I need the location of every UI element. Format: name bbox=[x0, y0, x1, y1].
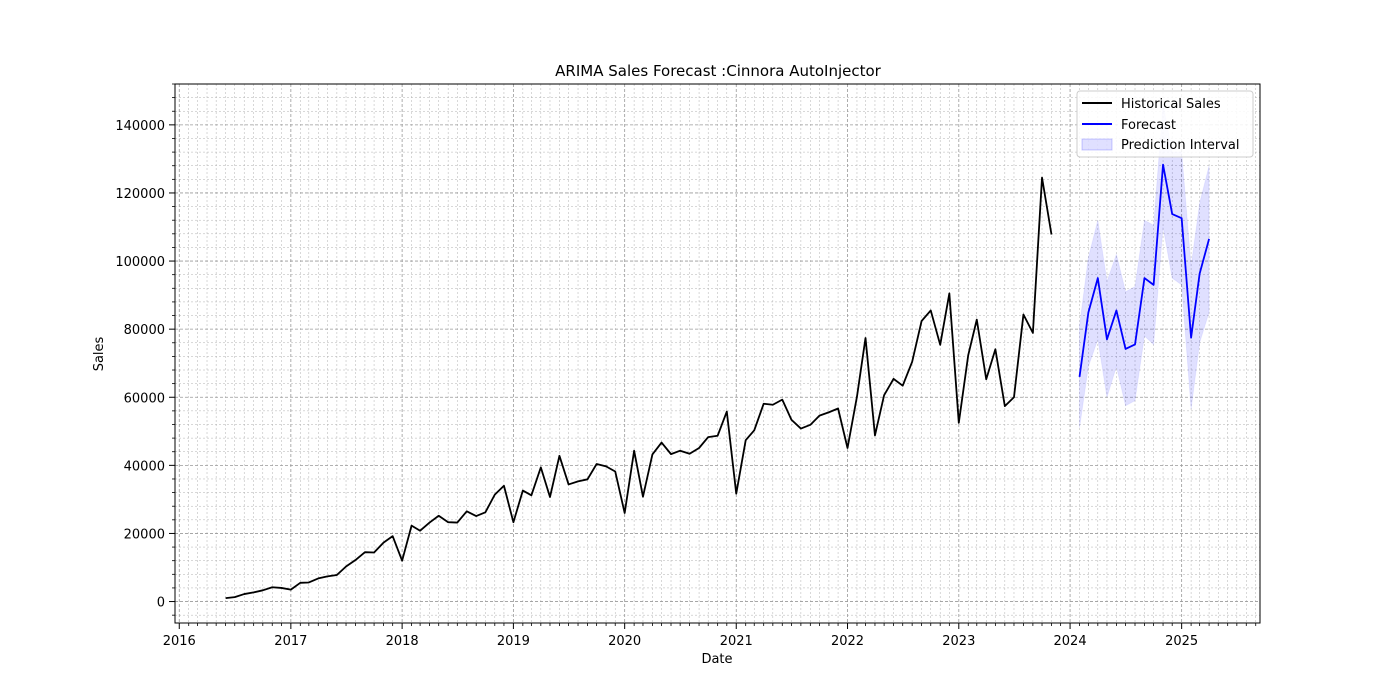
y-tick-label: 140000 bbox=[115, 119, 165, 134]
prediction-interval-band bbox=[1079, 104, 1210, 428]
y-tick-label: 20000 bbox=[124, 527, 165, 542]
prediction-interval-layer bbox=[1079, 104, 1210, 428]
legend-label-forecast: Forecast bbox=[1121, 118, 1176, 133]
y-tick-label: 120000 bbox=[115, 187, 165, 202]
y-axis-title: Sales bbox=[92, 336, 107, 371]
y-axis: 0 20000 40000 60000 80000 100000 120000 140000 bbox=[115, 83, 175, 616]
x-tick-label: 2022 bbox=[831, 634, 864, 649]
x-tick-label: 2024 bbox=[1054, 634, 1087, 649]
legend-box bbox=[1076, 90, 1254, 158]
x-tick-label: 2025 bbox=[1165, 634, 1198, 649]
y-tick-label: 0 bbox=[157, 596, 165, 611]
x-tick-label: 2021 bbox=[720, 634, 753, 649]
x-axis: 2016 2017 2018 2019 2020 2021 2022 2023 2024 2025 bbox=[163, 623, 1257, 649]
x-axis-title: Date bbox=[701, 652, 732, 667]
x-tick-label: 2023 bbox=[942, 634, 975, 649]
legend-patch-interval bbox=[1081, 138, 1113, 151]
y-tick-label: 40000 bbox=[124, 459, 165, 474]
y-tick-label: 100000 bbox=[115, 255, 165, 270]
x-tick-label: 2019 bbox=[497, 634, 530, 649]
y-tick-label: 80000 bbox=[124, 323, 165, 338]
x-tick-label: 2016 bbox=[163, 634, 196, 649]
x-tick-label: 2017 bbox=[274, 634, 307, 649]
series-layer bbox=[225, 163, 1210, 600]
x-tick-label: 2018 bbox=[386, 634, 419, 649]
major-gridlines bbox=[175, 84, 1260, 623]
legend-label-historical: Historical Sales bbox=[1121, 97, 1221, 112]
chart-title: ARIMA Sales Forecast :Cinnora AutoInject… bbox=[555, 62, 881, 80]
legend: Historical Sales Forecast Prediction Int… bbox=[1076, 90, 1254, 158]
y-tick-label: 60000 bbox=[124, 391, 165, 406]
x-tick-label: 2020 bbox=[608, 634, 641, 649]
legend-label-interval: Prediction Interval bbox=[1121, 138, 1240, 153]
historical-sales-line bbox=[225, 176, 1053, 600]
